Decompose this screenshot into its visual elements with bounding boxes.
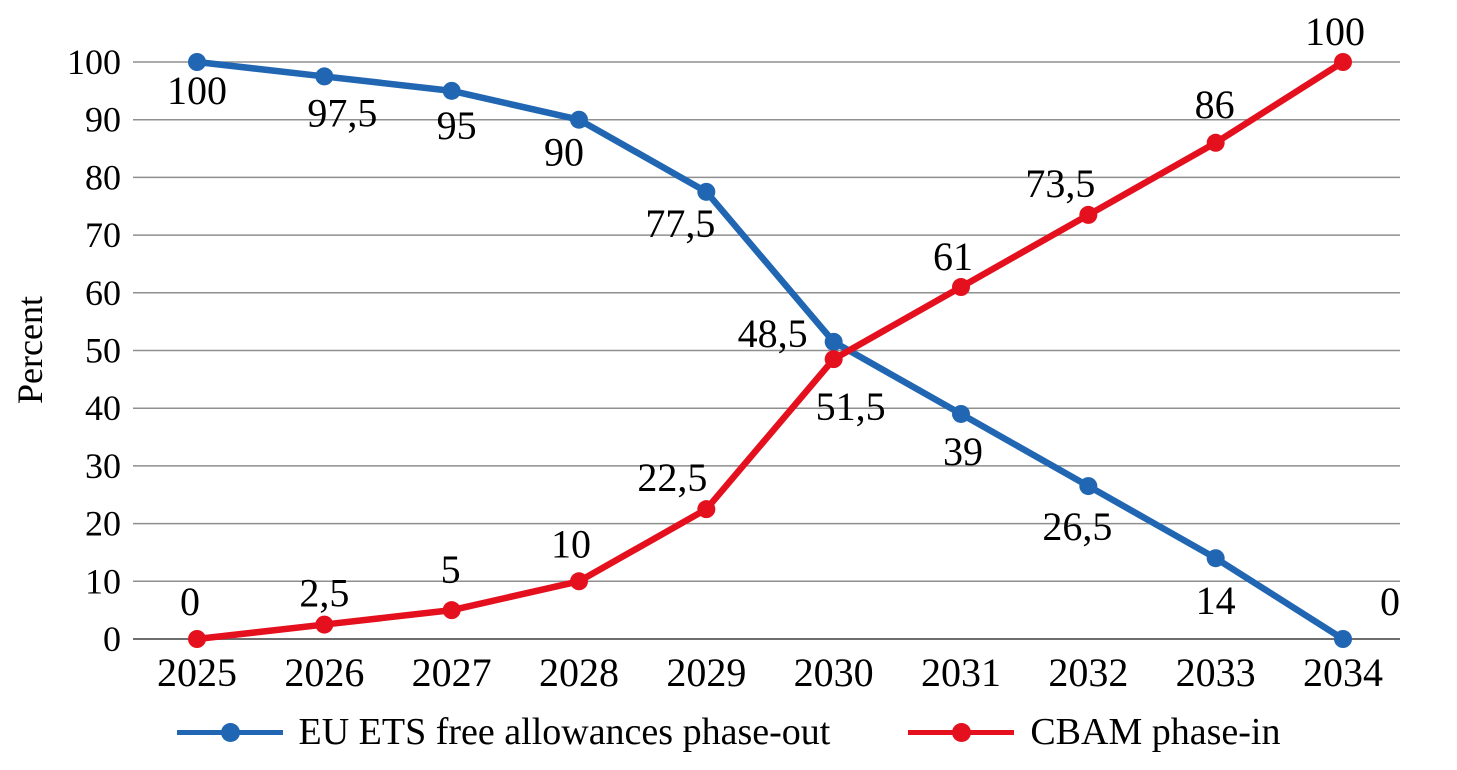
data-point-marker [315,615,334,634]
data-point-marker [1334,53,1352,71]
data-label: 97,5 [307,90,377,135]
data-labels: 0 2,5 5 10 22,5 48,5 61 73,5 86 100 [180,9,1365,624]
data-point-marker [188,630,206,648]
data-label: 48,5 [738,311,808,356]
series-line [193,58,1347,643]
data-point-marker [1334,630,1352,648]
y-tick-label: 80 [85,157,121,197]
data-point-marker [570,572,588,591]
y-tick-label: 90 [85,100,121,140]
data-point-marker [824,332,843,351]
legend: EU ETS free allowances phase-out CBAM ph… [0,710,1457,756]
data-point-marker [1079,205,1098,224]
legend-marker-eu-ets-icon [176,723,283,743]
x-axis-tick-labels: 2025 2026 2027 2028 2029 2030 2031 2032 2033 2034 [157,650,1383,695]
x-tick-label: 2032 [1048,650,1128,695]
y-tick-label: 40 [85,388,121,428]
series-eu-ets [188,53,1352,648]
x-tick-label: 2031 [921,650,1001,695]
data-label: 39 [943,429,983,474]
data-label: 90 [544,130,584,175]
data-point-marker [1206,133,1225,152]
data-label: 5 [441,547,461,592]
data-point-marker [1079,477,1098,496]
data-label: 14 [1196,578,1236,623]
legend-item-eu-ets: EU ETS free allowances phase-out [176,710,831,756]
data-label: 73,5 [1025,161,1095,206]
data-label: 100 [167,68,227,113]
y-axis-title: Percent [10,296,50,404]
series-line [193,58,1347,643]
data-label: 22,5 [637,455,707,500]
gridlines [133,61,1400,583]
data-label: 77,5 [645,201,715,246]
x-tick-label: 2027 [412,650,492,695]
data-point-marker [442,81,461,100]
data-point-marker [824,350,843,369]
legend-marker-cbam-icon [908,723,1015,743]
data-label: 0 [180,579,200,624]
x-tick-label: 2034 [1303,650,1383,695]
y-axis-tick-labels: 0 10 20 30 40 50 60 70 80 90 100 [67,42,121,659]
data-point-marker [570,110,588,129]
data-label: 2,5 [299,571,349,616]
data-label: 0 [1380,579,1400,624]
series-cbam [188,53,1352,648]
data-point-marker [952,278,970,297]
data-point-marker [188,53,206,71]
legend-label-cbam: CBAM phase-in [1030,711,1281,753]
x-tick-label: 2028 [539,650,619,695]
x-tick-label: 2025 [157,650,237,695]
data-point-marker [1206,549,1225,568]
x-tick-label: 2026 [284,650,364,695]
y-tick-label: 10 [85,561,121,601]
y-tick-label: 60 [85,273,121,313]
y-tick-label: 70 [85,215,121,255]
legend-item-cbam: CBAM phase-in [908,710,1280,756]
data-label: 10 [551,521,591,566]
y-tick-label: 100 [67,42,121,82]
data-label: 100 [1305,9,1365,54]
y-tick-label: 20 [85,504,121,544]
x-tick-label: 2029 [666,650,746,695]
y-tick-label: 50 [85,331,121,371]
y-tick-label: 30 [85,446,121,486]
data-point-marker [315,67,334,86]
data-label: 95 [437,103,477,148]
data-label: 61 [933,234,973,279]
x-tick-label: 2030 [794,650,874,695]
data-point-marker [697,500,716,519]
data-point-marker [952,404,970,423]
data-label: 51,5 [816,384,886,429]
data-label: 26,5 [1042,504,1112,549]
x-tick-label: 2033 [1176,650,1256,695]
data-point-marker [442,601,461,620]
y-tick-label: 0 [103,619,121,659]
data-label: 86 [1195,82,1235,127]
legend-label-eu-ets: EU ETS free allowances phase-out [298,711,831,753]
data-point-marker [697,182,716,201]
